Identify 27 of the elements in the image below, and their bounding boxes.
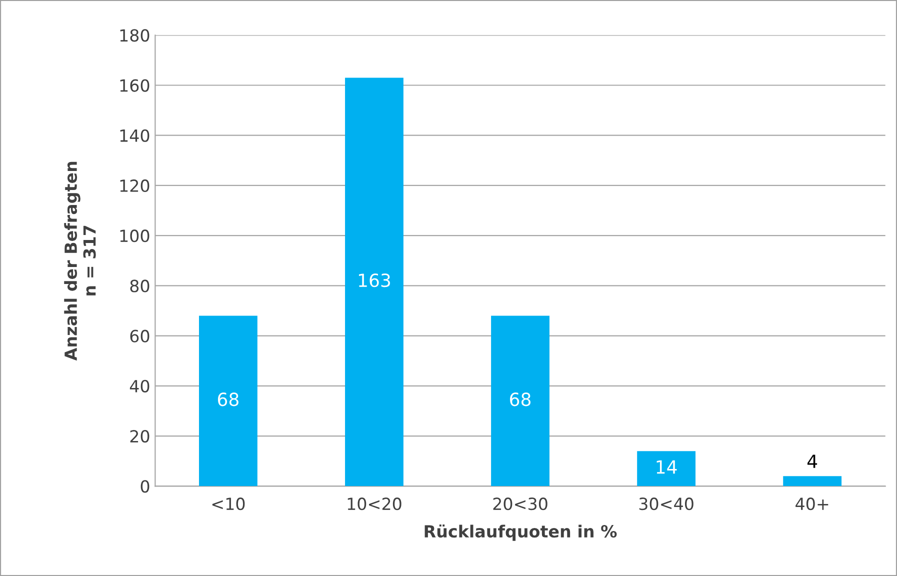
y-tick-label: 120 (120, 179, 150, 192)
y-axis-title: Anzahl der Befragten n = 317 (64, 162, 96, 361)
bar (345, 78, 404, 486)
y-tick-label: 80 (130, 280, 150, 292)
bar (783, 476, 842, 486)
x-tick-label: 20<30 (493, 498, 548, 510)
data-label: 14 (656, 460, 677, 474)
y-tick-label: 140 (120, 129, 150, 142)
y-tick-label: 0 (140, 480, 150, 493)
data-label: 68 (218, 392, 238, 406)
y-tick-label: 60 (130, 330, 150, 342)
y-tick-label: 40 (130, 380, 150, 392)
y-tick-label: 100 (120, 230, 150, 242)
bar (637, 451, 696, 486)
y-tick-label: 160 (120, 79, 150, 92)
y-tick-label: 20 (130, 430, 150, 443)
x-tick-label: 10<20 (348, 498, 402, 510)
bar (491, 316, 550, 486)
y-tick-label: 180 (120, 29, 150, 42)
x-tick-label: <10 (212, 498, 245, 510)
bar (198, 316, 258, 486)
x-tick-label: 40+ (796, 498, 828, 510)
data-label: 4 (807, 454, 818, 468)
x-axis-title: Rücklaufquoten in % (424, 524, 617, 541)
data-label: 163 (358, 274, 390, 288)
x-tick-label: 30<40 (639, 498, 694, 510)
data-label: 68 (510, 392, 531, 406)
